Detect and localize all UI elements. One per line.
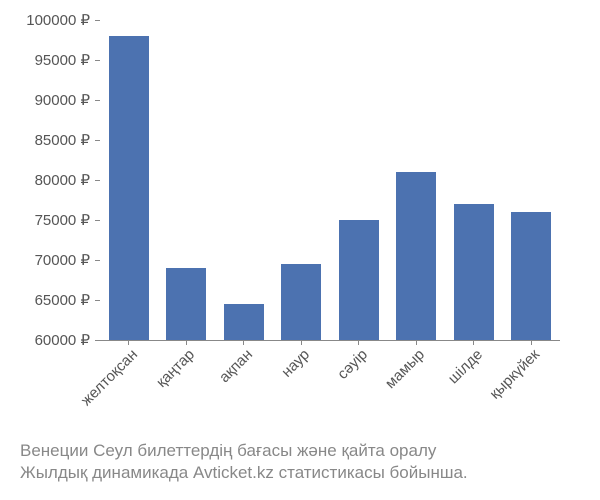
chart-caption: Венеции Сеул билеттердің бағасы және қай… [20, 440, 580, 484]
bar [511, 212, 551, 340]
bar [339, 220, 379, 340]
x-tick-mark [301, 340, 302, 345]
x-tick-mark [128, 340, 129, 345]
y-tick-label: 65000 ₽ [0, 291, 90, 309]
bar [281, 264, 321, 340]
y-tick-label: 100000 ₽ [0, 11, 90, 29]
bar [224, 304, 264, 340]
y-tick-label: 85000 ₽ [0, 131, 90, 149]
bars-group [100, 20, 560, 340]
plot-region: 60000 ₽65000 ₽70000 ₽75000 ₽80000 ₽85000… [100, 20, 560, 341]
x-tick-mark [531, 340, 532, 345]
x-tick-mark [243, 340, 244, 345]
chart-container: 60000 ₽ 65000 ₽ 70000 ₽ 75000 ₽ 80000 ₽ 85000… [0, 0, 600, 500]
bar [109, 36, 149, 340]
y-axis-ticks: 60000 ₽65000 ₽70000 ₽75000 ₽80000 ₽85000… [0, 20, 95, 340]
x-tick-mark [358, 340, 359, 345]
caption-line-1: Венеции Сеул билеттердің бағасы және қай… [20, 441, 436, 460]
y-tick-label: 75000 ₽ [0, 211, 90, 229]
y-tick-label: 80000 ₽ [0, 171, 90, 189]
x-tick-mark [416, 340, 417, 345]
y-tick-label: 70000 ₽ [0, 251, 90, 269]
y-tick-label: 90000 ₽ [0, 91, 90, 109]
x-tick-mark [186, 340, 187, 345]
x-tick-mark [473, 340, 474, 345]
bar [166, 268, 206, 340]
chart-plot-area: 60000 ₽65000 ₽70000 ₽75000 ₽80000 ₽85000… [100, 20, 560, 340]
bar [396, 172, 436, 340]
y-tick-label: 95000 ₽ [0, 51, 90, 69]
y-tick-label: 60000 ₽ [0, 331, 90, 349]
caption-line-2: Жылдық динамикада Avticket.kz статистика… [20, 463, 468, 482]
bar [454, 204, 494, 340]
